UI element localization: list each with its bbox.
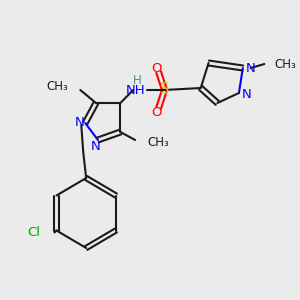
- Text: N: N: [91, 140, 101, 152]
- Text: N: N: [242, 88, 252, 101]
- Text: CH₃: CH₃: [147, 136, 169, 148]
- Text: N: N: [246, 61, 256, 74]
- Text: CH₃: CH₃: [47, 80, 68, 92]
- Text: NH: NH: [125, 83, 145, 97]
- Text: S: S: [160, 82, 169, 98]
- Text: N: N: [74, 116, 84, 130]
- Text: CH₃: CH₃: [274, 58, 296, 70]
- Text: H: H: [133, 74, 142, 86]
- Text: O: O: [152, 106, 162, 118]
- Text: Cl: Cl: [27, 226, 40, 239]
- Text: O: O: [152, 61, 162, 74]
